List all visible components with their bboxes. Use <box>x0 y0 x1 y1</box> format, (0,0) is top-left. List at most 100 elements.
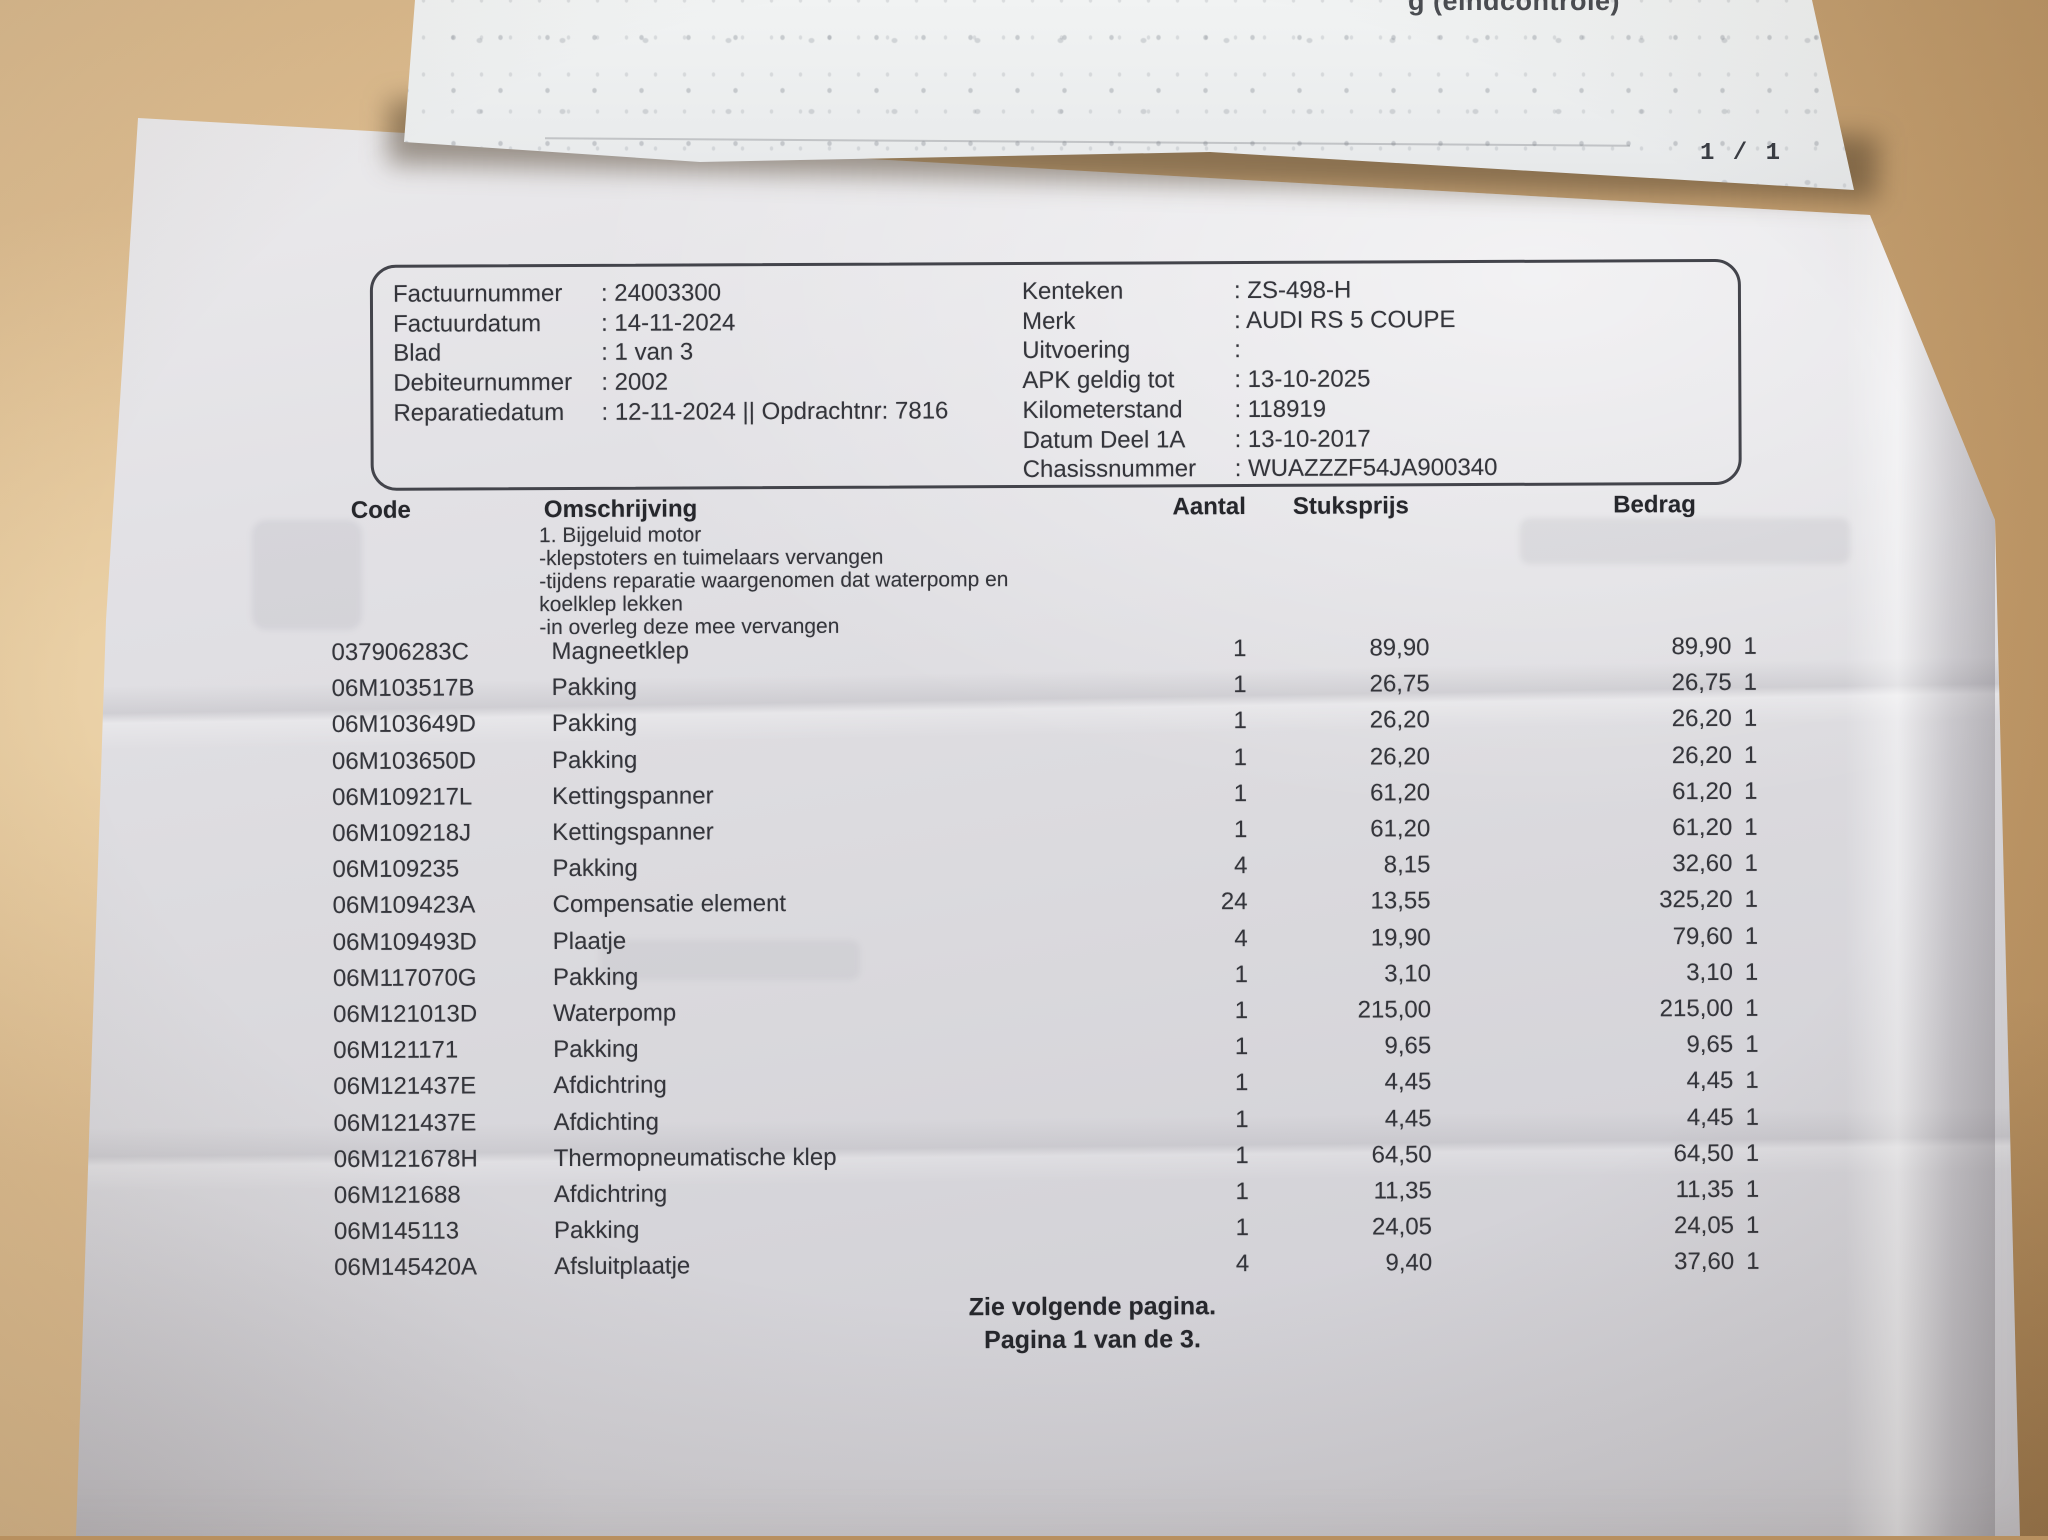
part-code: 06M121437E <box>333 1108 477 1137</box>
part-code: 06M121688 <box>333 1181 461 1210</box>
part-description: Afsluitplaatje <box>554 1252 691 1281</box>
part-code: 06M109218J <box>332 819 472 848</box>
part-vat-code: 1 <box>1743 741 1758 769</box>
part-unit-price: 11,35 <box>1373 1177 1432 1205</box>
part-unit-price: 61,20 <box>1369 779 1431 807</box>
part-description: Kettingspanner <box>552 782 714 810</box>
part-unit-price: 8,15 <box>1383 851 1431 879</box>
part-vat-code: 1 <box>1745 1175 1760 1203</box>
part-code: 06M117070G <box>332 964 477 992</box>
part-vat-code: 1 <box>1744 849 1758 878</box>
table-row: 06M145113 Pakking 1 24,05 24,05 1 <box>76 1211 2020 1254</box>
table-row: 06M145420A Afsluitplaatje 4 9,40 37,60 1 <box>76 1247 2020 1290</box>
footer-line: Zie volgende pagina. <box>968 1292 1217 1322</box>
part-unit-price: 13,55 <box>1370 887 1431 915</box>
part-amount: 79,60 <box>1672 922 1733 950</box>
footer-line: Pagina 1 van de 3. <box>984 1325 1201 1355</box>
part-vat-code: 1 <box>1743 705 1758 733</box>
part-description: Thermopneumatische klep <box>553 1143 837 1172</box>
part-code: 06M145420A <box>334 1253 478 1282</box>
part-quantity: 1 <box>1233 707 1247 735</box>
part-unit-price: 19,90 <box>1370 923 1431 952</box>
part-amount: 11,35 <box>1675 1175 1734 1204</box>
part-description: Pakking <box>552 963 639 991</box>
table-row: 06M121437E Afdichting 1 4,45 4,45 1 <box>76 1102 2020 1145</box>
part-description: Kettingspanner <box>552 818 714 847</box>
part-amount: 26,20 <box>1671 741 1733 769</box>
part-amount: 215,00 <box>1659 994 1734 1023</box>
part-vat-code: 1 <box>1745 1139 1760 1167</box>
part-amount: 32,60 <box>1672 850 1733 878</box>
part-unit-price: 9,40 <box>1385 1249 1433 1277</box>
part-code: 06M103517B <box>331 674 475 703</box>
part-amount: 325,20 <box>1659 886 1733 914</box>
part-code: 06M121171 <box>333 1036 459 1065</box>
part-amount: 89,90 <box>1671 632 1732 661</box>
table-row: 06M121678H Thermopneumatische klep 1 64,… <box>76 1138 2020 1181</box>
back-page-rule-line <box>545 137 1630 147</box>
part-amount: 4,45 <box>1686 1067 1734 1095</box>
table-row: 06M109218J Kettingspanner 1 61,20 61,20 … <box>76 813 2020 856</box>
back-page-number: 1 / 1 <box>1699 140 1782 167</box>
part-quantity: 1 <box>1235 1178 1249 1206</box>
part-vat-code: 1 <box>1744 994 1759 1022</box>
part-vat-code: 1 <box>1745 1211 1760 1240</box>
part-code: 06M103650D <box>331 746 477 775</box>
part-vat-code: 1 <box>1744 922 1759 950</box>
part-description: Magneetklep <box>551 637 689 666</box>
part-amount: 9,65 <box>1686 1031 1734 1059</box>
part-quantity: 1 <box>1233 671 1247 699</box>
part-code: 06M109423A <box>332 891 476 920</box>
part-unit-price: 3,10 <box>1384 960 1431 988</box>
part-quantity: 1 <box>1235 1214 1250 1242</box>
part-code: 06M109235 <box>332 855 460 884</box>
table-row: 06M121437E Afdichtring 1 4,45 4,45 1 <box>76 1066 2020 1109</box>
part-code: 06M103649D <box>331 710 476 739</box>
part-code: 06M121437E <box>333 1072 477 1101</box>
part-quantity: 1 <box>1233 743 1248 771</box>
part-code: 06M121678H <box>333 1145 478 1173</box>
table-row: 06M103650D Pakking 1 26,20 26,20 1 <box>76 740 2020 783</box>
table-row: 037906283C Magneetklep 1 89,90 89,90 1 <box>76 632 2020 675</box>
part-unit-price: 89,90 <box>1369 634 1430 662</box>
part-description: Plaatje <box>552 927 627 955</box>
table-row: 06M109493D Plaatje 4 19,90 79,60 1 <box>76 921 2020 964</box>
part-quantity: 1 <box>1233 779 1248 807</box>
table-row: 06M117070G Pakking 1 3,10 3,10 1 <box>76 957 2020 1000</box>
part-unit-price: 26,20 <box>1369 706 1430 734</box>
part-unit-price: 215,00 <box>1357 996 1432 1024</box>
part-description: Pakking <box>551 673 638 702</box>
table-row: 06M109235 Pakking 4 8,15 32,60 1 <box>76 849 2020 892</box>
part-amount: 61,20 <box>1672 813 1733 842</box>
part-description: Pakking <box>551 710 638 738</box>
part-description: Pakking <box>551 746 638 774</box>
part-unit-price: 26,75 <box>1369 670 1430 698</box>
part-unit-price: 4,45 <box>1384 1068 1432 1096</box>
part-quantity: 1 <box>1233 816 1248 844</box>
part-quantity: 4 <box>1235 1250 1250 1278</box>
part-quantity: 1 <box>1234 960 1248 988</box>
table-row: 06M109217L Kettingspanner 1 61,20 61,20 … <box>76 776 2020 819</box>
part-description: Waterpomp <box>553 999 677 1028</box>
part-unit-price: 4,45 <box>1384 1104 1432 1133</box>
part-quantity: 1 <box>1233 635 1247 663</box>
part-unit-price: 64,50 <box>1371 1141 1432 1169</box>
part-code: 037906283C <box>331 638 470 667</box>
part-quantity: 4 <box>1234 924 1248 952</box>
part-quantity: 1 <box>1234 997 1249 1025</box>
part-vat-code: 1 <box>1743 668 1758 697</box>
part-unit-price: 24,05 <box>1371 1213 1433 1241</box>
table-row: 06M121171 Pakking 1 9,65 9,65 1 <box>76 1030 2020 1073</box>
part-vat-code: 1 <box>1744 886 1758 914</box>
part-code: 06M109493D <box>332 927 477 956</box>
part-quantity: 1 <box>1235 1141 1249 1169</box>
part-vat-code: 1 <box>1744 958 1759 986</box>
table-row: 06M103517B Pakking 1 26,75 26,75 1 <box>76 668 2020 711</box>
part-vat-code: 1 <box>1744 813 1758 841</box>
part-vat-code: 1 <box>1745 1067 1759 1095</box>
part-description: Afdichtring <box>553 1180 668 1209</box>
part-amount: 4,45 <box>1686 1103 1734 1131</box>
part-description: Compensatie element <box>552 890 787 919</box>
part-vat-code: 1 <box>1743 632 1757 660</box>
